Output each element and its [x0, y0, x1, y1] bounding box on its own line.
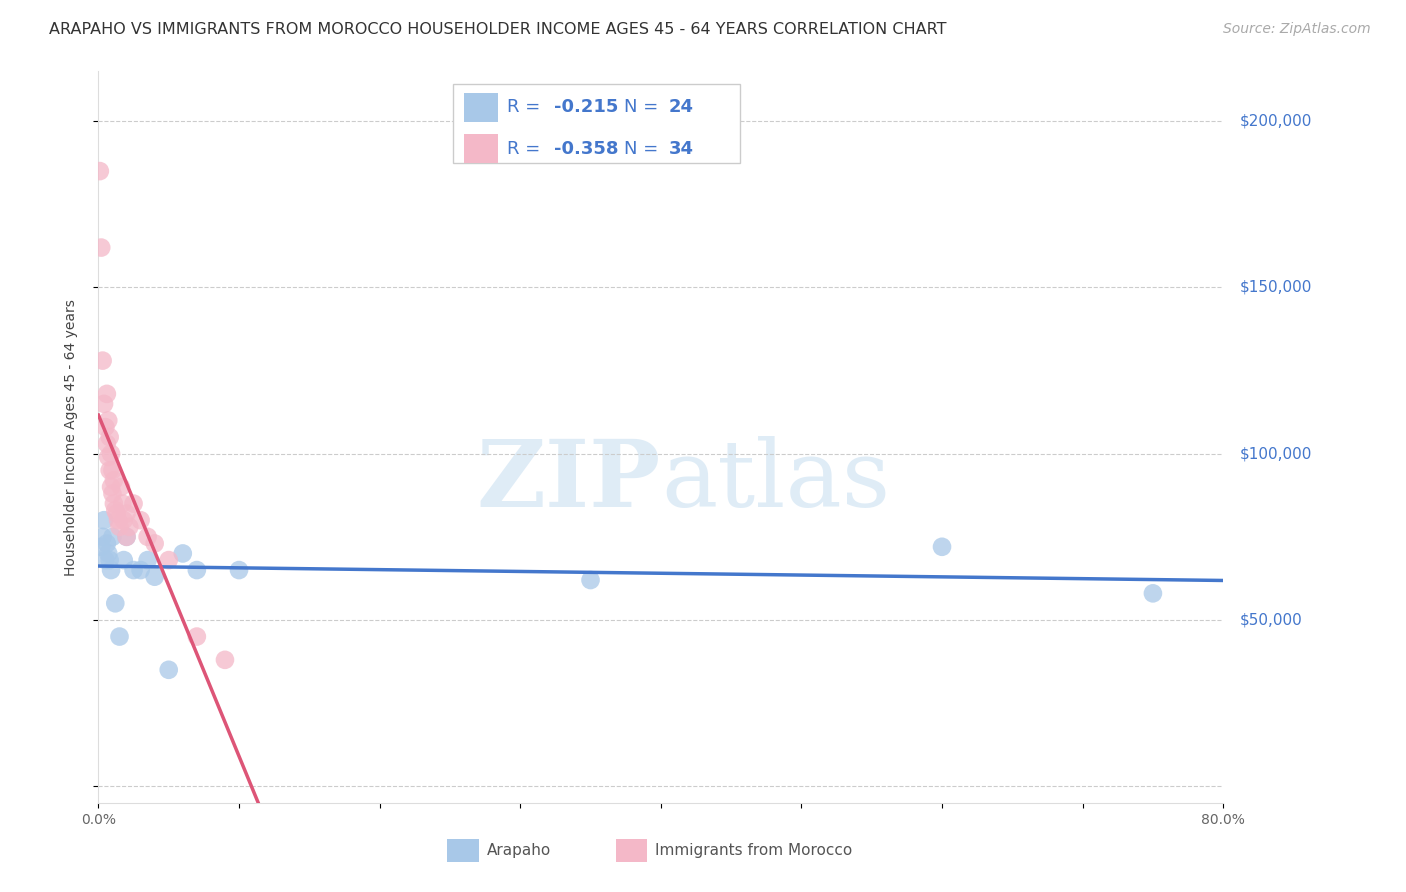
- Point: [98, 463, 121, 477]
- Point: [108, 630, 131, 644]
- Text: ZIP: ZIP: [477, 436, 661, 526]
- Point: [115, 530, 138, 544]
- Point: [136, 530, 159, 544]
- Point: [136, 553, 159, 567]
- Point: [129, 513, 152, 527]
- FancyBboxPatch shape: [453, 84, 740, 163]
- Point: [94, 420, 117, 434]
- Point: [94, 553, 117, 567]
- Point: [143, 570, 166, 584]
- Point: [112, 513, 135, 527]
- Text: 24: 24: [669, 98, 693, 117]
- Point: [101, 530, 124, 544]
- Point: [107, 513, 129, 527]
- Text: $100,000: $100,000: [1240, 446, 1312, 461]
- FancyBboxPatch shape: [447, 838, 478, 862]
- Point: [143, 536, 166, 550]
- Text: N =: N =: [624, 139, 664, 158]
- Point: [97, 450, 120, 464]
- Text: $200,000: $200,000: [1240, 114, 1312, 128]
- Point: [96, 536, 118, 550]
- Point: [118, 520, 141, 534]
- Point: [110, 480, 132, 494]
- Point: [103, 497, 125, 511]
- Point: [100, 480, 122, 494]
- Point: [98, 430, 121, 444]
- Text: Arapaho: Arapaho: [486, 843, 551, 858]
- Point: [115, 507, 138, 521]
- Point: [228, 563, 250, 577]
- Text: -0.358: -0.358: [554, 139, 619, 158]
- Point: [104, 596, 127, 610]
- Point: [97, 413, 120, 427]
- Text: R =: R =: [506, 139, 546, 158]
- Point: [101, 486, 124, 500]
- Point: [90, 241, 112, 255]
- FancyBboxPatch shape: [464, 134, 498, 163]
- Point: [97, 546, 120, 560]
- Text: 34: 34: [669, 139, 693, 158]
- Point: [93, 513, 115, 527]
- Text: atlas: atlas: [661, 436, 890, 526]
- FancyBboxPatch shape: [464, 93, 498, 122]
- Point: [91, 530, 114, 544]
- Point: [90, 540, 112, 554]
- Text: ARAPAHO VS IMMIGRANTS FROM MOROCCO HOUSEHOLDER INCOME AGES 45 - 64 YEARS CORRELA: ARAPAHO VS IMMIGRANTS FROM MOROCCO HOUSE…: [49, 22, 946, 37]
- Point: [96, 387, 118, 401]
- Point: [98, 553, 121, 567]
- Point: [579, 573, 602, 587]
- Point: [89, 164, 111, 178]
- Point: [103, 473, 125, 487]
- Point: [1142, 586, 1164, 600]
- Point: [931, 540, 953, 554]
- Point: [122, 563, 145, 577]
- Point: [122, 497, 145, 511]
- Point: [105, 507, 128, 521]
- Point: [93, 397, 115, 411]
- Y-axis label: Householder Income Ages 45 - 64 years: Householder Income Ages 45 - 64 years: [63, 299, 77, 575]
- Point: [157, 663, 180, 677]
- Point: [104, 503, 127, 517]
- Text: N =: N =: [624, 98, 664, 117]
- Text: -0.215: -0.215: [554, 98, 619, 117]
- Point: [100, 563, 122, 577]
- Point: [108, 520, 131, 534]
- Point: [214, 653, 236, 667]
- Point: [111, 497, 134, 511]
- Point: [129, 563, 152, 577]
- Point: [101, 463, 124, 477]
- Point: [186, 630, 208, 644]
- FancyBboxPatch shape: [616, 838, 647, 862]
- Text: Source: ZipAtlas.com: Source: ZipAtlas.com: [1223, 22, 1371, 37]
- Point: [91, 353, 114, 368]
- Point: [186, 563, 208, 577]
- Point: [112, 553, 135, 567]
- Text: $150,000: $150,000: [1240, 280, 1312, 295]
- Point: [157, 553, 180, 567]
- Text: Immigrants from Morocco: Immigrants from Morocco: [655, 843, 852, 858]
- Point: [172, 546, 194, 560]
- Point: [96, 436, 118, 450]
- Point: [100, 447, 122, 461]
- Text: $50,000: $50,000: [1240, 613, 1303, 627]
- Text: R =: R =: [506, 98, 546, 117]
- Point: [115, 530, 138, 544]
